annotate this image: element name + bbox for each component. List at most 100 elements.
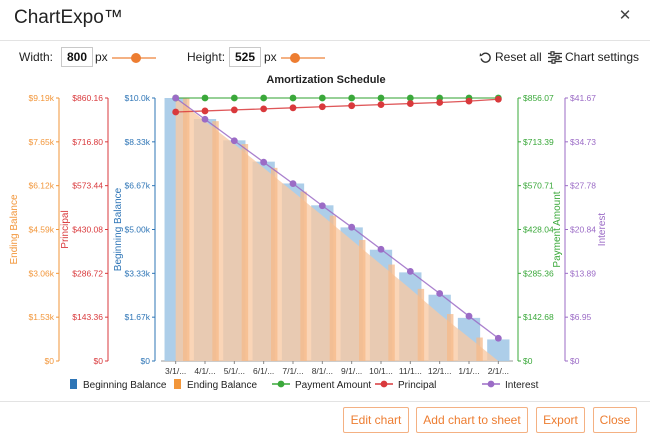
x-tick-label: 11/1...: [399, 366, 422, 376]
interest-point: [436, 290, 444, 297]
payment-tick-label: $0: [523, 356, 533, 366]
principal-tick-label: $430.08: [72, 225, 103, 235]
interest-point: [348, 223, 356, 231]
payment-axis-label: Payment Amount: [552, 191, 563, 267]
principal-point: [172, 108, 180, 116]
principal-point: [406, 100, 414, 107]
width-input[interactable]: [61, 47, 93, 67]
interest-axis-label: Interest: [597, 213, 608, 247]
x-tick-label: 5/1/...: [224, 366, 245, 376]
principal-point: [436, 99, 444, 106]
principal-line: [175, 98, 499, 113]
ending-balance-bar: [359, 239, 366, 361]
close-button[interactable]: Close: [593, 407, 637, 433]
principal-point: [201, 107, 209, 115]
height-input[interactable]: [229, 47, 261, 67]
footer-divider: [0, 401, 650, 402]
width-slider-thumb[interactable]: [130, 53, 141, 63]
principal-point: [377, 101, 385, 109]
close-icon[interactable]: ✕: [618, 7, 632, 24]
payment-amount-legend-marker: [277, 380, 285, 388]
principal-legend-marker: [380, 380, 388, 388]
ending-axis-label: Ending Balance: [9, 194, 20, 264]
beginning-tick-label: $6.67k: [124, 181, 150, 191]
principal-tick-label: $860.16: [72, 93, 103, 103]
payment-tick-label: $570.71: [523, 181, 554, 191]
principal-point: [494, 95, 502, 103]
width-slider[interactable]: [112, 53, 156, 63]
beginning-tick-label: $3.33k: [124, 268, 150, 278]
interest-point: [201, 115, 209, 123]
principal-point: [260, 105, 268, 113]
x-tick-label: 8/1/...: [312, 366, 333, 376]
principal-tick-label: $716.80: [72, 137, 103, 147]
ending-tick-label: $4.59k: [28, 225, 54, 235]
interest-tick-label: $0: [570, 356, 580, 366]
interest-point: [260, 158, 268, 166]
chart-title: Amortization Schedule: [266, 74, 385, 86]
ending-balance-legend-swatch: [174, 379, 181, 389]
ending-balance-bar: [241, 144, 249, 361]
sliders-icon: [548, 50, 562, 64]
x-tick-label: 1/1/...: [458, 366, 479, 376]
beginning-tick-label: $8.33k: [124, 137, 150, 147]
x-tick-label: 9/1/...: [341, 366, 362, 376]
height-label: Height:: [187, 50, 226, 64]
beginning-balance-legend-swatch: [70, 379, 77, 389]
payment-amount-point: [260, 94, 268, 102]
interest-tick-label: $34.73: [570, 137, 596, 147]
reset-all-button[interactable]: Reset all: [479, 48, 542, 66]
x-tick-label: 6/1/...: [253, 366, 274, 376]
interest-tick-label: $20.84: [570, 225, 596, 235]
ending-tick-label: $0: [45, 356, 55, 366]
interest-point: [289, 180, 297, 188]
edit-chart-button[interactable]: Edit chart: [343, 407, 409, 433]
ending-balance-bar: [183, 98, 190, 361]
height-unit: px: [264, 50, 277, 64]
interest-legend-marker: [487, 380, 495, 388]
beginning-tick-label: $10.0k: [124, 93, 150, 103]
interest-tick-label: $6.95: [570, 312, 592, 322]
interest-line: [175, 97, 499, 339]
dialog-title: ChartExpo™: [14, 7, 123, 28]
height-slider[interactable]: [281, 53, 325, 63]
ending-balance-bar: [271, 167, 278, 361]
principal-point: [318, 103, 326, 111]
ending-tick-label: $9.19k: [28, 93, 54, 103]
ending-balance-legend-label: Ending Balance: [187, 380, 257, 391]
x-tick-label: 2/1/...: [488, 366, 509, 376]
ending-tick-label: $1.53k: [28, 312, 54, 322]
payment-amount-point: [348, 94, 356, 102]
payment-amount-point: [406, 94, 414, 102]
principal-tick-label: $143.36: [72, 312, 103, 322]
ending-balance-bar: [388, 264, 395, 361]
export-button[interactable]: Export: [536, 407, 585, 433]
header-divider: [0, 40, 650, 41]
x-tick-label: 3/1/...: [165, 366, 186, 376]
ending-tick-label: $6.12k: [28, 181, 54, 191]
chart-settings-button[interactable]: Chart settings: [548, 48, 639, 66]
reset-icon: [479, 51, 492, 64]
payment-tick-label: $142.68: [523, 312, 554, 322]
chart-settings-label: Chart settings: [565, 50, 640, 64]
width-label: Width:: [19, 50, 54, 64]
ending-balance-bar: [417, 288, 425, 361]
principal-point: [230, 106, 238, 114]
payment-amount-point: [377, 94, 385, 102]
payment-amount-point: [318, 94, 326, 102]
interest-point: [318, 202, 326, 210]
principal-legend-label: Principal: [398, 380, 436, 391]
payment-amount-legend-label: Payment Amount: [295, 380, 371, 391]
interest-tick-label: $41.67: [570, 93, 596, 103]
interest-point: [406, 267, 414, 275]
x-tick-label: 7/1/...: [282, 366, 303, 376]
interest-point: [494, 334, 502, 342]
beginning-tick-label: $0: [141, 356, 151, 366]
x-tick-label: 12/1...: [428, 366, 452, 376]
interest-legend-label: Interest: [505, 380, 539, 391]
height-slider-thumb[interactable]: [289, 53, 300, 63]
payment-amount-point: [230, 94, 238, 102]
beginning-balance-legend-label: Beginning Balance: [83, 380, 167, 391]
add-chart-to-sheet-button[interactable]: Add chart to sheet: [416, 407, 528, 433]
interest-point: [172, 94, 180, 102]
